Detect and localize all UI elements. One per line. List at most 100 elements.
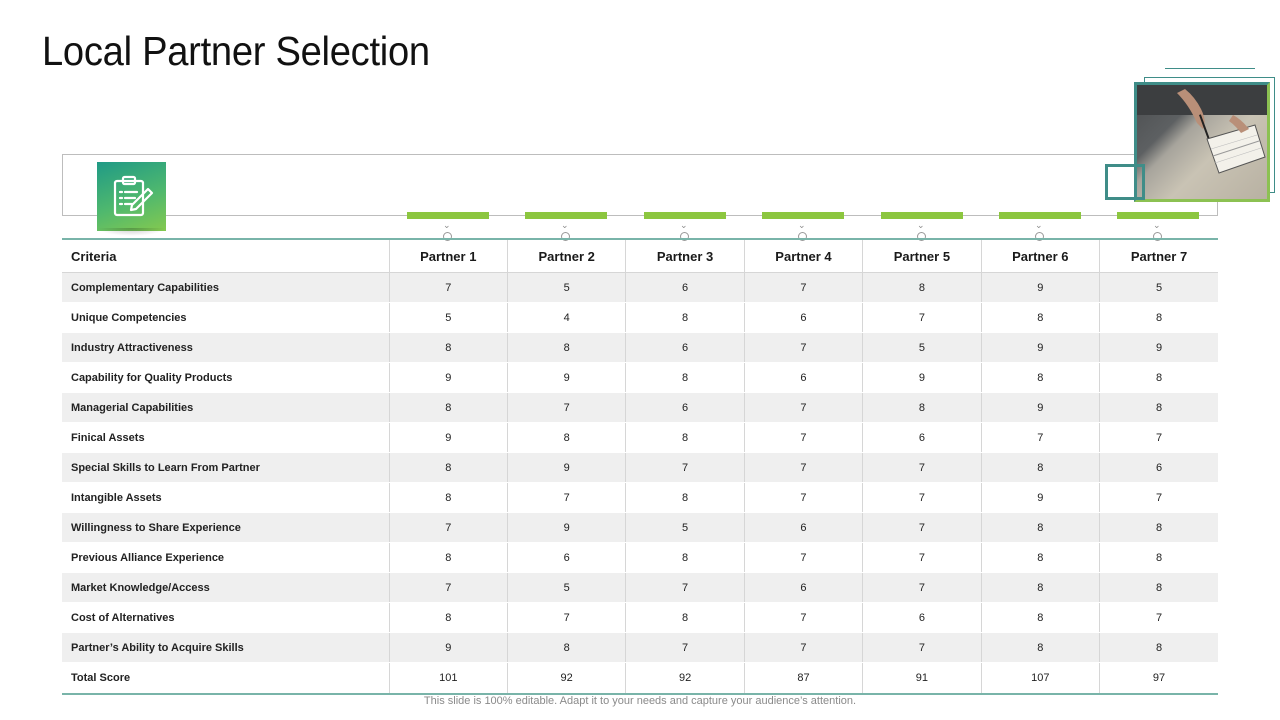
- table-row: Intangible Assets 8 7 8 7 7 9 7: [62, 482, 1218, 513]
- score-cell: 8: [506, 632, 626, 663]
- clipboard-pencil-icon: [97, 162, 166, 231]
- score-cell: 5: [625, 512, 745, 543]
- total-score-row: Total Score 101 92 92 87 91 107 97: [62, 662, 1218, 695]
- score-cell: 7: [506, 602, 626, 633]
- score-cell: 8: [980, 542, 1100, 573]
- score-cell: 7: [625, 452, 745, 483]
- score-cell: 5: [506, 572, 626, 603]
- table-row: Industry Attractiveness 8 8 6 7 5 9 9: [62, 332, 1218, 363]
- footer-note: This slide is 100% editable. Adapt it to…: [423, 695, 857, 707]
- total-cell: 87: [743, 662, 863, 695]
- score-cell: 7: [1099, 422, 1218, 453]
- table-row: Willingness to Share Experience 7 9 5 6 7 8 8: [62, 512, 1218, 543]
- table-row: Special Skills to Learn From Partner 8 9 7 7…: [62, 452, 1218, 483]
- score-cell: 8: [862, 272, 982, 303]
- criteria-label: Unique Competencies: [62, 302, 390, 333]
- score-cell: 6: [625, 332, 745, 363]
- score-cell: 5: [862, 332, 982, 363]
- criteria-label: Finical Assets: [62, 422, 390, 453]
- score-cell: 8: [625, 482, 745, 513]
- notebook-photo: [1134, 82, 1270, 202]
- total-cell: 92: [506, 662, 626, 695]
- score-cell: 8: [625, 362, 745, 393]
- score-cell: 6: [625, 392, 745, 423]
- score-cell: 8: [980, 452, 1100, 483]
- score-cell: 7: [506, 392, 626, 423]
- score-cell: 9: [980, 392, 1100, 423]
- score-cell: 7: [743, 422, 863, 453]
- total-cell: 97: [1099, 662, 1218, 695]
- decorative-square: [1105, 164, 1145, 200]
- score-cell: 6: [743, 302, 863, 333]
- score-cell: 6: [743, 512, 863, 543]
- score-cell: 6: [506, 542, 626, 573]
- score-cell: 6: [862, 422, 982, 453]
- table-row: Market Knowledge/Access 7 5 7 6 7 8 8: [62, 572, 1218, 603]
- score-cell: 8: [1099, 542, 1218, 573]
- table-row: Capability for Quality Products 9 9 8 6 9 8 8: [62, 362, 1218, 393]
- criteria-label: Industry Attractiveness: [62, 332, 390, 363]
- score-cell: 7: [388, 512, 508, 543]
- score-cell: 9: [506, 512, 626, 543]
- score-cell: 7: [388, 272, 508, 303]
- table-header-frame: [62, 154, 1218, 216]
- table-header-row: Criteria Partner 1 Partner 2 Partner 3 P…: [62, 239, 1218, 273]
- score-cell: 7: [862, 572, 982, 603]
- score-cell: 5: [506, 272, 626, 303]
- score-cell: 8: [625, 302, 745, 333]
- criteria-label: Special Skills to Learn From Partner: [62, 452, 390, 483]
- score-cell: 7: [862, 452, 982, 483]
- criteria-label: Cost of Alternatives: [62, 602, 390, 633]
- score-cell: 9: [388, 422, 508, 453]
- score-cell: 9: [980, 332, 1100, 363]
- criteria-label: Partner’s Ability to Acquire Skills: [62, 632, 390, 663]
- table-row: Previous Alliance Experience 8 6 8 7 7 8 8: [62, 542, 1218, 573]
- score-cell: 7: [1099, 602, 1218, 633]
- table-row: Partner’s Ability to Acquire Skills 9 8 7 7 7…: [62, 632, 1218, 663]
- score-cell: 8: [1099, 302, 1218, 333]
- score-cell: 8: [980, 302, 1100, 333]
- column-header-partner-5: Partner 5: [862, 239, 982, 273]
- score-cell: 8: [625, 422, 745, 453]
- score-cell: 7: [388, 572, 508, 603]
- score-cell: 7: [743, 452, 863, 483]
- score-cell: 8: [625, 542, 745, 573]
- score-cell: 6: [862, 602, 982, 633]
- score-cell: 7: [980, 422, 1100, 453]
- score-cell: 9: [980, 272, 1100, 303]
- partner-score-table: Criteria Partner 1 Partner 2 Partner 3 P…: [62, 238, 1218, 695]
- score-cell: 9: [506, 452, 626, 483]
- score-cell: 8: [388, 332, 508, 363]
- total-label: Total Score: [62, 662, 390, 695]
- icon-shadow: [97, 228, 166, 236]
- score-cell: 6: [743, 362, 863, 393]
- criteria-label: Market Knowledge/Access: [62, 572, 390, 603]
- table-row: Finical Assets 9 8 8 7 6 7 7: [62, 422, 1218, 453]
- score-cell: 6: [743, 572, 863, 603]
- column-header-partner-7: Partner 7: [1099, 239, 1218, 273]
- score-cell: 8: [980, 632, 1100, 663]
- score-cell: 8: [388, 452, 508, 483]
- score-cell: 7: [743, 482, 863, 513]
- score-cell: 8: [388, 542, 508, 573]
- score-cell: 9: [980, 482, 1100, 513]
- score-cell: 8: [1099, 392, 1218, 423]
- total-cell: 91: [862, 662, 982, 695]
- score-cell: 8: [980, 362, 1100, 393]
- score-cell: 5: [388, 302, 508, 333]
- criteria-label: Capability for Quality Products: [62, 362, 390, 393]
- score-cell: 7: [743, 602, 863, 633]
- score-cell: 9: [862, 362, 982, 393]
- criteria-label: Managerial Capabilities: [62, 392, 390, 423]
- score-cell: 7: [862, 302, 982, 333]
- score-cell: 7: [862, 632, 982, 663]
- score-cell: 7: [743, 632, 863, 663]
- score-cell: 4: [506, 302, 626, 333]
- score-cell: 7: [862, 482, 982, 513]
- score-cell: 8: [388, 392, 508, 423]
- score-cell: 8: [1099, 362, 1218, 393]
- table-row: Complementary Capabilities 7 5 6 7 8 9 5: [62, 272, 1218, 303]
- score-cell: 8: [980, 572, 1100, 603]
- score-cell: 9: [1099, 332, 1218, 363]
- score-cell: 9: [388, 632, 508, 663]
